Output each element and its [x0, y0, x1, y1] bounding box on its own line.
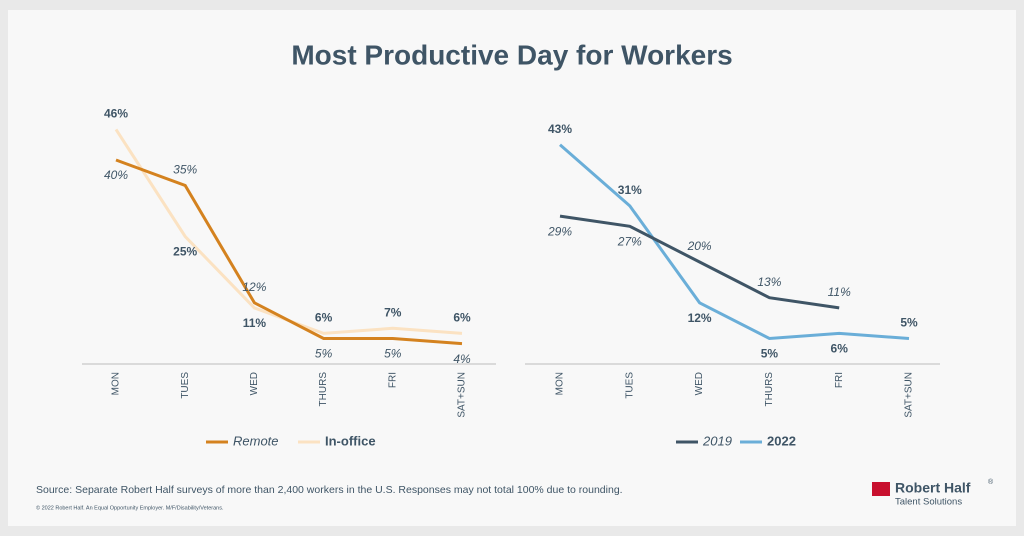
x-tick-label: MON	[555, 372, 566, 395]
x-tick-label: TUES	[180, 372, 191, 399]
data-label: 27%	[617, 234, 642, 248]
series-line	[559, 214, 840, 310]
data-label: 5%	[900, 316, 918, 330]
series-line	[559, 143, 910, 341]
logo-name: Robert Half	[895, 480, 971, 496]
x-tick-label: TUES	[624, 372, 635, 399]
data-label: 6%	[315, 311, 333, 325]
data-label: 11%	[243, 316, 267, 330]
data-label: 6%	[453, 311, 471, 325]
data-label: 5%	[384, 347, 402, 361]
x-tick-label: WED	[694, 372, 705, 395]
data-label: 43%	[548, 122, 572, 136]
card	[8, 10, 1016, 526]
x-tick-label: SAT+SUN	[457, 372, 468, 418]
series-line	[115, 158, 463, 346]
data-label: 31%	[618, 183, 642, 197]
x-tick-label: THURS	[764, 372, 775, 407]
legend-label: In-office	[325, 433, 376, 448]
x-tick-label: WED	[249, 372, 260, 395]
data-label: 20%	[687, 239, 712, 253]
x-tick-label: THURS	[318, 372, 329, 407]
logo-icon	[872, 482, 890, 496]
data-label: 12%	[242, 280, 266, 294]
data-label: 35%	[173, 163, 197, 177]
copyright: © 2022 Robert Half. An Equal Opportunity…	[36, 504, 224, 511]
data-label: 29%	[547, 224, 572, 238]
data-label: 5%	[315, 347, 333, 361]
data-label: 5%	[761, 347, 779, 361]
logo-sub: Talent Solutions	[895, 497, 962, 508]
x-tick-label: SAT+SUN	[904, 372, 915, 418]
data-label: 46%	[104, 107, 128, 121]
title: Most Productive Day for Workers	[291, 39, 732, 70]
legend-label: 2022	[767, 433, 796, 448]
data-label: 25%	[173, 245, 197, 259]
data-label: 40%	[104, 168, 128, 182]
legend-label: 2019	[702, 433, 732, 448]
data-label: 4%	[453, 352, 471, 366]
x-tick-label: FRI	[834, 372, 845, 388]
data-label: 12%	[688, 311, 712, 325]
data-label: 13%	[757, 275, 781, 289]
data-label: 7%	[384, 305, 402, 319]
x-tick-label: FRI	[387, 372, 398, 388]
logo: Robert Half ® Talent Solutions	[872, 478, 994, 508]
logo-mark: ®	[988, 478, 994, 486]
source-note: Source: Separate Robert Half surveys of …	[36, 484, 623, 496]
legend-label: Remote	[233, 433, 279, 448]
data-label: 6%	[831, 342, 849, 356]
data-label: 11%	[828, 285, 851, 299]
x-tick-label: MON	[111, 372, 122, 395]
